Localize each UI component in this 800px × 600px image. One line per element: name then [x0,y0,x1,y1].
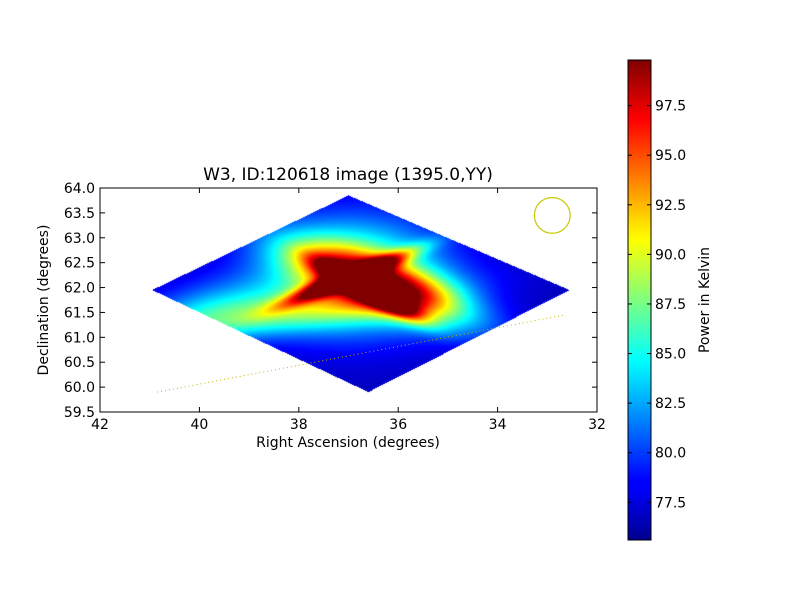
y-tick-label: 59.5 [64,405,95,421]
y-tick-label: 63.0 [64,231,95,247]
colorbar-tick-label: 95.0 [655,148,686,164]
x-tick-label: 34 [489,417,507,433]
chart-title: W3, ID:120618 image (1395.0,YY) [203,165,493,185]
y-tick-label: 61.0 [64,330,95,346]
y-tick-label: 64.0 [64,181,95,197]
y-axis-ticks: 59.5 60.0 60.5 61.0 61.5 62.0 62.5 63.0 63.5 64.0 [64,181,597,421]
x-tick-label: 36 [389,417,407,433]
y-tick-label: 60.0 [64,380,95,396]
y-tick-label: 63.5 [64,206,95,222]
x-axis-label: Right Ascension (degrees) [256,435,440,451]
heatmap-image [100,188,597,412]
x-tick-label: 38 [290,417,308,433]
axes-frame [99,187,598,413]
colorbar-frame [627,59,652,541]
colorbar-tick-label: 77.5 [655,495,686,511]
y-tick-label: 62.5 [64,256,95,272]
x-tick-label: 42 [91,417,109,433]
x-tick-label: 40 [190,417,208,433]
x-tick-label: 32 [588,417,606,433]
colorbar-fill [628,60,651,540]
x-axis-ticks: 42 40 38 36 34 32 [91,188,606,433]
colorbar-tick-label: 97.5 [655,99,686,115]
colorbar-tick-label: 87.5 [655,297,686,313]
plot-area [100,188,597,412]
beam-circle [533,196,571,234]
colorbar-tick-label: 92.5 [655,198,686,214]
colorbar-tick-label: 80.0 [655,446,686,462]
colorbar-tick-label: 90.0 [655,247,686,263]
colorbar-label: Power in Kelvin [697,247,713,353]
colorbar-tick-label: 85.0 [655,347,686,363]
y-tick-label: 60.5 [64,355,95,371]
colorbar-tick-label: 82.5 [655,396,686,412]
overlays [157,196,571,393]
y-axis-label: Declination (degrees) [36,225,52,376]
colorbar: 77.5 80.0 82.5 85.0 87.5 90.0 92.5 95.0 97.5 Pow… [627,59,713,541]
y-tick-label: 61.5 [64,305,95,321]
colorbar-ticks: 77.5 80.0 82.5 85.0 87.5 90.0 92.5 95.0 97.5 [628,99,686,511]
y-tick-label: 62.0 [64,281,95,297]
